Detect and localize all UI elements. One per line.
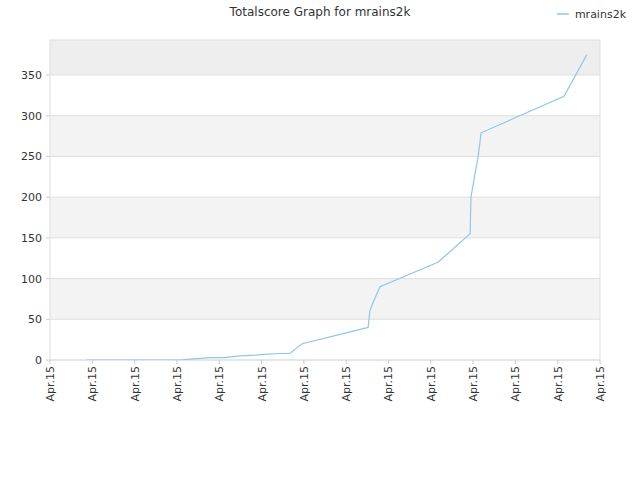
x-tick-label: Apr.15 <box>552 366 565 402</box>
x-tick-label: Apr.15 <box>425 366 438 402</box>
x-tick <box>473 360 474 364</box>
x-tick-label: Apr.15 <box>509 366 522 402</box>
series-line <box>87 55 587 360</box>
x-tick <box>134 360 135 364</box>
x-tick-label: Apr.15 <box>256 366 269 402</box>
y-tick <box>46 75 50 76</box>
x-tick-label: Apr.15 <box>467 366 480 402</box>
grid-line <box>50 197 600 198</box>
band <box>50 40 600 75</box>
x-tick <box>430 360 431 364</box>
x-tick-label: Apr.15 <box>298 366 311 402</box>
x-tick <box>388 360 389 364</box>
y-tick-label: 50 <box>28 313 42 326</box>
x-tick <box>219 360 220 364</box>
x-tick <box>346 360 347 364</box>
band <box>50 75 600 116</box>
band <box>50 116 600 157</box>
grid-line <box>50 156 600 157</box>
x-tick <box>557 360 558 364</box>
plot-frame <box>50 40 600 360</box>
y-tick <box>46 360 50 361</box>
x-tick <box>92 360 93 364</box>
y-tick <box>46 156 50 157</box>
band <box>50 238 600 279</box>
x-tick-label: Apr.15 <box>44 366 57 402</box>
y-tick-label: 300 <box>21 110 42 123</box>
band <box>50 319 600 360</box>
y-tick <box>46 278 50 279</box>
x-tick <box>50 360 51 364</box>
x-tick-label: Apr.15 <box>594 366 607 402</box>
title: Totalscore Graph for mrains2k <box>229 5 411 19</box>
x-tick <box>261 360 262 364</box>
x-tick-label: Apr.15 <box>129 366 142 402</box>
grid-line <box>50 75 600 76</box>
grid-line <box>50 237 600 238</box>
y-tick-label: 0 <box>35 354 42 367</box>
y-tick <box>46 237 50 238</box>
legend-swatch <box>557 13 569 15</box>
x-tick-label: Apr.15 <box>382 366 395 402</box>
legend-label: mrains2k <box>575 8 627 21</box>
x-tick-label: Apr.15 <box>340 366 353 402</box>
x-tick <box>303 360 304 364</box>
y-tick <box>46 319 50 320</box>
y-tick-label: 150 <box>21 232 42 245</box>
x-tick-label: Apr.15 <box>213 366 226 402</box>
y-tick-label: 350 <box>21 69 42 82</box>
band <box>50 156 600 197</box>
band <box>50 197 600 238</box>
band <box>50 279 600 320</box>
chart: 0 50 100 150 200 250 300 350 Apr.15 Apr.15 Apr.15 A… <box>0 0 640 480</box>
y-tick-label: 200 <box>21 191 42 204</box>
y-tick-label: 250 <box>21 150 42 163</box>
plot-area <box>87 55 587 360</box>
y-tick <box>46 197 50 198</box>
x-tick <box>600 360 601 364</box>
x-tick <box>176 360 177 364</box>
y-tick-label: 100 <box>21 273 42 286</box>
grid-line <box>50 319 600 320</box>
x-tick <box>515 360 516 364</box>
x-tick-label: Apr.15 <box>86 366 99 402</box>
y-tick <box>46 115 50 116</box>
grid-line <box>50 278 600 279</box>
grid-line <box>50 115 600 116</box>
x-tick-label: Apr.15 <box>171 366 184 402</box>
